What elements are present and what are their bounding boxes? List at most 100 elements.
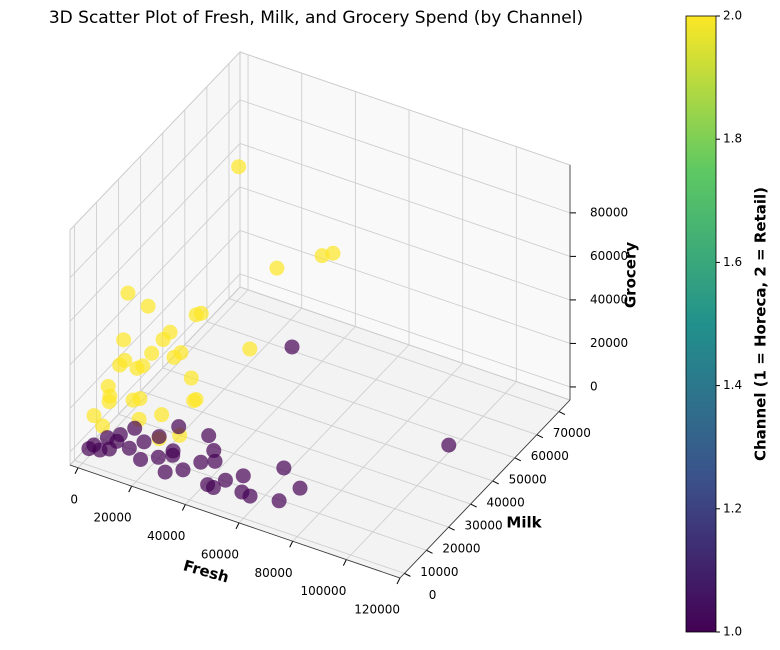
grid-line: [69, 142, 571, 322]
point: [188, 391, 204, 407]
colorbar-tick-label: 2.0: [723, 9, 742, 23]
x-tick: [235, 522, 240, 530]
colorbar-tick-label: 1.0: [723, 625, 742, 639]
y-tick-label: 10000: [420, 565, 458, 579]
point: [101, 394, 117, 410]
x-tick-label: 20000: [94, 511, 132, 525]
y-tick: [426, 549, 433, 554]
colorbar: [685, 15, 717, 633]
point: [121, 440, 137, 456]
y-tick-label: 70000: [553, 426, 591, 440]
z-tick-label: 40000: [590, 292, 628, 306]
point: [242, 488, 258, 504]
grid-line: [69, 229, 571, 409]
x-tick-label: 60000: [201, 547, 239, 561]
point: [154, 407, 170, 423]
point: [242, 341, 258, 357]
z-tick-label: 0: [590, 379, 598, 393]
point: [325, 245, 341, 261]
grid-line: [73, 225, 405, 574]
grid-line: [185, 91, 356, 505]
point: [117, 352, 133, 368]
grid-line: [96, 202, 427, 551]
point: [193, 305, 209, 321]
point: [269, 260, 285, 276]
grid-line: [184, 109, 515, 459]
y-tick-label: 50000: [509, 472, 547, 486]
grid-line: [131, 73, 303, 487]
colorbar-tick-label: 1.8: [723, 132, 742, 146]
x-tick-label: 80000: [254, 566, 292, 580]
y-tick: [448, 526, 455, 531]
point: [136, 434, 152, 450]
chart-title: 3D Scatter Plot of Fresh, Milk, and Groc…: [49, 8, 583, 28]
x-tick: [181, 504, 186, 511]
y-tick: [404, 572, 411, 577]
point: [193, 454, 209, 470]
point: [86, 408, 102, 424]
grid-line: [206, 86, 538, 436]
grid-line: [162, 132, 493, 482]
colorbar-tick-label: 1.6: [723, 255, 742, 269]
point: [127, 420, 143, 436]
point: [284, 339, 300, 355]
point: [144, 345, 160, 361]
grid-line: [69, 99, 571, 279]
point: [173, 345, 189, 361]
point: [157, 464, 173, 480]
y-tick: [470, 503, 477, 508]
y-axis-label: Milk: [506, 514, 542, 532]
point: [135, 358, 151, 374]
z-tick-label: 20000: [590, 336, 628, 350]
x-tick: [289, 541, 294, 548]
grid-line: [118, 179, 449, 528]
point: [99, 430, 115, 446]
x-tick-label: 100000: [301, 584, 347, 598]
grid-line: [292, 128, 464, 542]
grid-line: [69, 273, 571, 453]
axis-line: [399, 399, 571, 579]
y-tick: [492, 480, 499, 485]
point: [231, 159, 247, 175]
x-tick: [396, 577, 401, 585]
grid-line: [238, 109, 410, 524]
point: [151, 429, 167, 445]
colorbar-tick-label: 1.4: [723, 378, 742, 392]
grid-line: [140, 156, 471, 505]
point: [201, 428, 217, 444]
point: [175, 462, 191, 478]
colorbar-label: Channel (1 = Horeca, 2 = Retail): [752, 187, 770, 461]
point: [133, 451, 149, 467]
y-tick: [558, 411, 566, 416]
y-tick-label: 30000: [464, 519, 502, 533]
point: [276, 460, 292, 476]
point: [150, 449, 166, 465]
z-tick-label: 60000: [590, 249, 628, 263]
point: [217, 472, 233, 488]
point: [116, 332, 132, 348]
y-tick-label: 60000: [531, 449, 569, 463]
point: [441, 437, 457, 453]
point: [183, 370, 199, 386]
y-tick: [536, 434, 544, 439]
x-tick: [74, 467, 79, 474]
point: [171, 419, 187, 435]
grid-line: [77, 54, 249, 469]
z-tick-label: 80000: [590, 205, 628, 219]
x-tick: [342, 559, 347, 566]
point: [95, 418, 111, 434]
point: [292, 480, 308, 496]
grid-line: [69, 186, 571, 366]
grid-line: [346, 146, 517, 560]
z-axis-label: Grocery: [622, 242, 640, 308]
x-tick-label: 0: [70, 492, 78, 506]
colorbar-tick-label: 1.2: [723, 501, 742, 515]
point: [140, 298, 156, 314]
point: [206, 443, 222, 459]
point: [155, 332, 171, 348]
y-tick-label: 0: [429, 588, 437, 602]
grid-line: [228, 63, 560, 412]
x-tick-label: 120000: [354, 603, 400, 617]
y-tick: [514, 457, 522, 462]
point: [165, 447, 181, 463]
